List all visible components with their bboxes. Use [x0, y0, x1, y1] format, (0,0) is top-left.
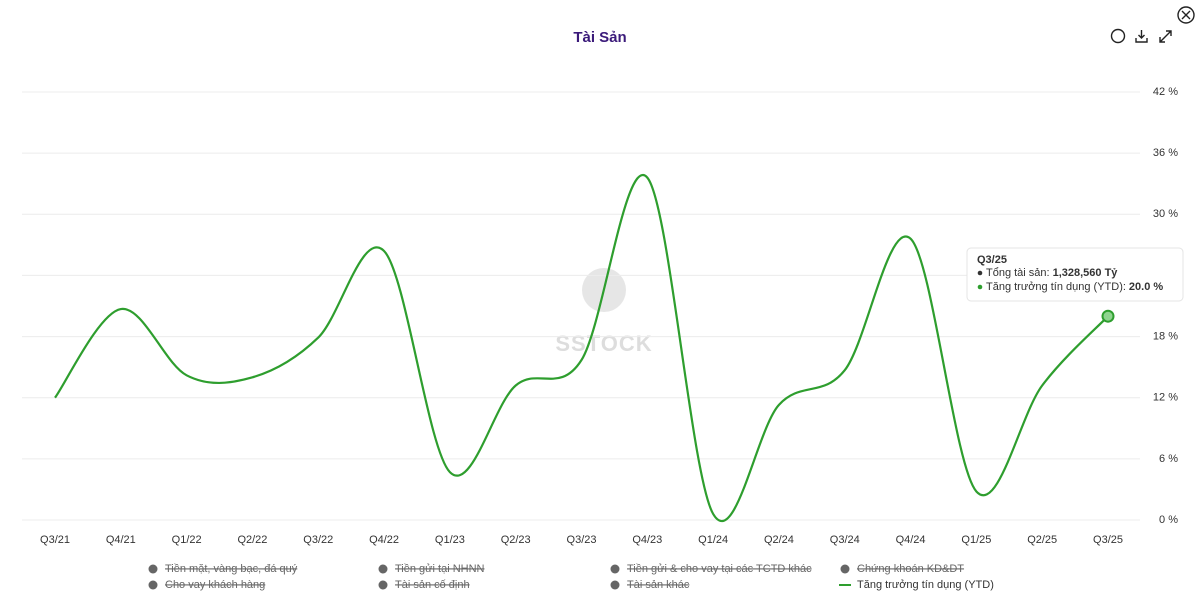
- x-tick-label: Q2/23: [501, 534, 531, 546]
- x-tick-label: Q2/24: [764, 534, 794, 546]
- x-tick-label: Q3/24: [830, 534, 860, 546]
- x-tick-label: Q3/21: [40, 534, 70, 546]
- x-tick-label: Q4/24: [896, 534, 926, 546]
- x-tick-label: Q4/21: [106, 534, 136, 546]
- tooltip-title: Q3/25: [977, 254, 1007, 266]
- y-tick-label: 12 %: [1153, 392, 1178, 404]
- help-icon[interactable]: [1110, 28, 1126, 44]
- x-tick-label: Q3/23: [567, 534, 597, 546]
- legend-marker: [610, 564, 620, 574]
- y-tick-label: 18 %: [1153, 330, 1178, 342]
- legend-label[interactable]: Cho vay khách hàng: [165, 579, 265, 591]
- expand-icon[interactable]: [1159, 30, 1172, 43]
- tooltip-row: Tổng tài sản: 1,328,560 Tỷ: [986, 267, 1118, 279]
- tooltip-label: Tăng trưởng tín dụng (YTD):: [986, 281, 1126, 293]
- y-tick-label: 36 %: [1153, 147, 1178, 159]
- y-tick-label: 30 %: [1153, 208, 1178, 220]
- tooltip-value: 1,328,560 Tỷ: [1053, 267, 1119, 279]
- legend-label[interactable]: Tăng trưởng tín dụng (YTD): [857, 579, 994, 591]
- legend-marker: [148, 564, 158, 574]
- x-tick-label: Q4/23: [632, 534, 662, 546]
- tooltip-dot: [977, 270, 983, 276]
- download-icon[interactable]: [1135, 30, 1148, 43]
- legend-marker: [378, 564, 388, 574]
- legend-marker: [148, 580, 158, 590]
- legend-label[interactable]: Tài sản khác: [627, 579, 690, 591]
- tooltip-value: 20.0 %: [1129, 281, 1163, 293]
- x-tick-label: Q3/25: [1093, 534, 1123, 546]
- chart-title: Tài Sản: [573, 29, 626, 46]
- y-tick-label: 6 %: [1159, 453, 1178, 465]
- toolbar: [1110, 6, 1195, 44]
- tooltip-row: Tăng trưởng tín dụng (YTD): 20.0 %: [986, 281, 1163, 293]
- legend-marker: [378, 580, 388, 590]
- legend-label[interactable]: Tài sản cố định: [395, 579, 470, 591]
- y-tick-label: 42 %: [1153, 86, 1178, 98]
- tooltip-label: Tổng tài sản:: [986, 267, 1050, 279]
- legend-marker: [610, 580, 620, 590]
- x-tick-label: Q2/22: [237, 534, 267, 546]
- highlight-point: [1101, 309, 1115, 323]
- tooltip-dot: [977, 284, 983, 290]
- x-tick-label: Q4/22: [369, 534, 399, 546]
- x-tick-label: Q3/22: [303, 534, 333, 546]
- close-icon[interactable]: [1177, 6, 1195, 24]
- x-tick-label: Q1/25: [961, 534, 991, 546]
- x-tick-label: Q1/22: [172, 534, 202, 546]
- legend-label[interactable]: Chứng khoán KD&DT: [857, 563, 964, 575]
- watermark: SSTOCK: [555, 331, 652, 356]
- legend-label[interactable]: Tiền gửi & cho vay tại các TCTD khác: [627, 563, 812, 575]
- legend-label[interactable]: Tiền gửi tại NHNN: [395, 563, 485, 575]
- y-tick-label: 0 %: [1159, 514, 1178, 526]
- x-tick-label: Q1/24: [698, 534, 728, 546]
- line: [54, 173, 1109, 523]
- tooltip-box: [966, 247, 1184, 302]
- x-tick-label: Q2/25: [1027, 534, 1057, 546]
- x-tick-label: Q1/23: [435, 534, 465, 546]
- legend-marker: [840, 564, 850, 574]
- legend-label[interactable]: Tiền mặt, vàng bạc, đá quý: [165, 563, 298, 575]
